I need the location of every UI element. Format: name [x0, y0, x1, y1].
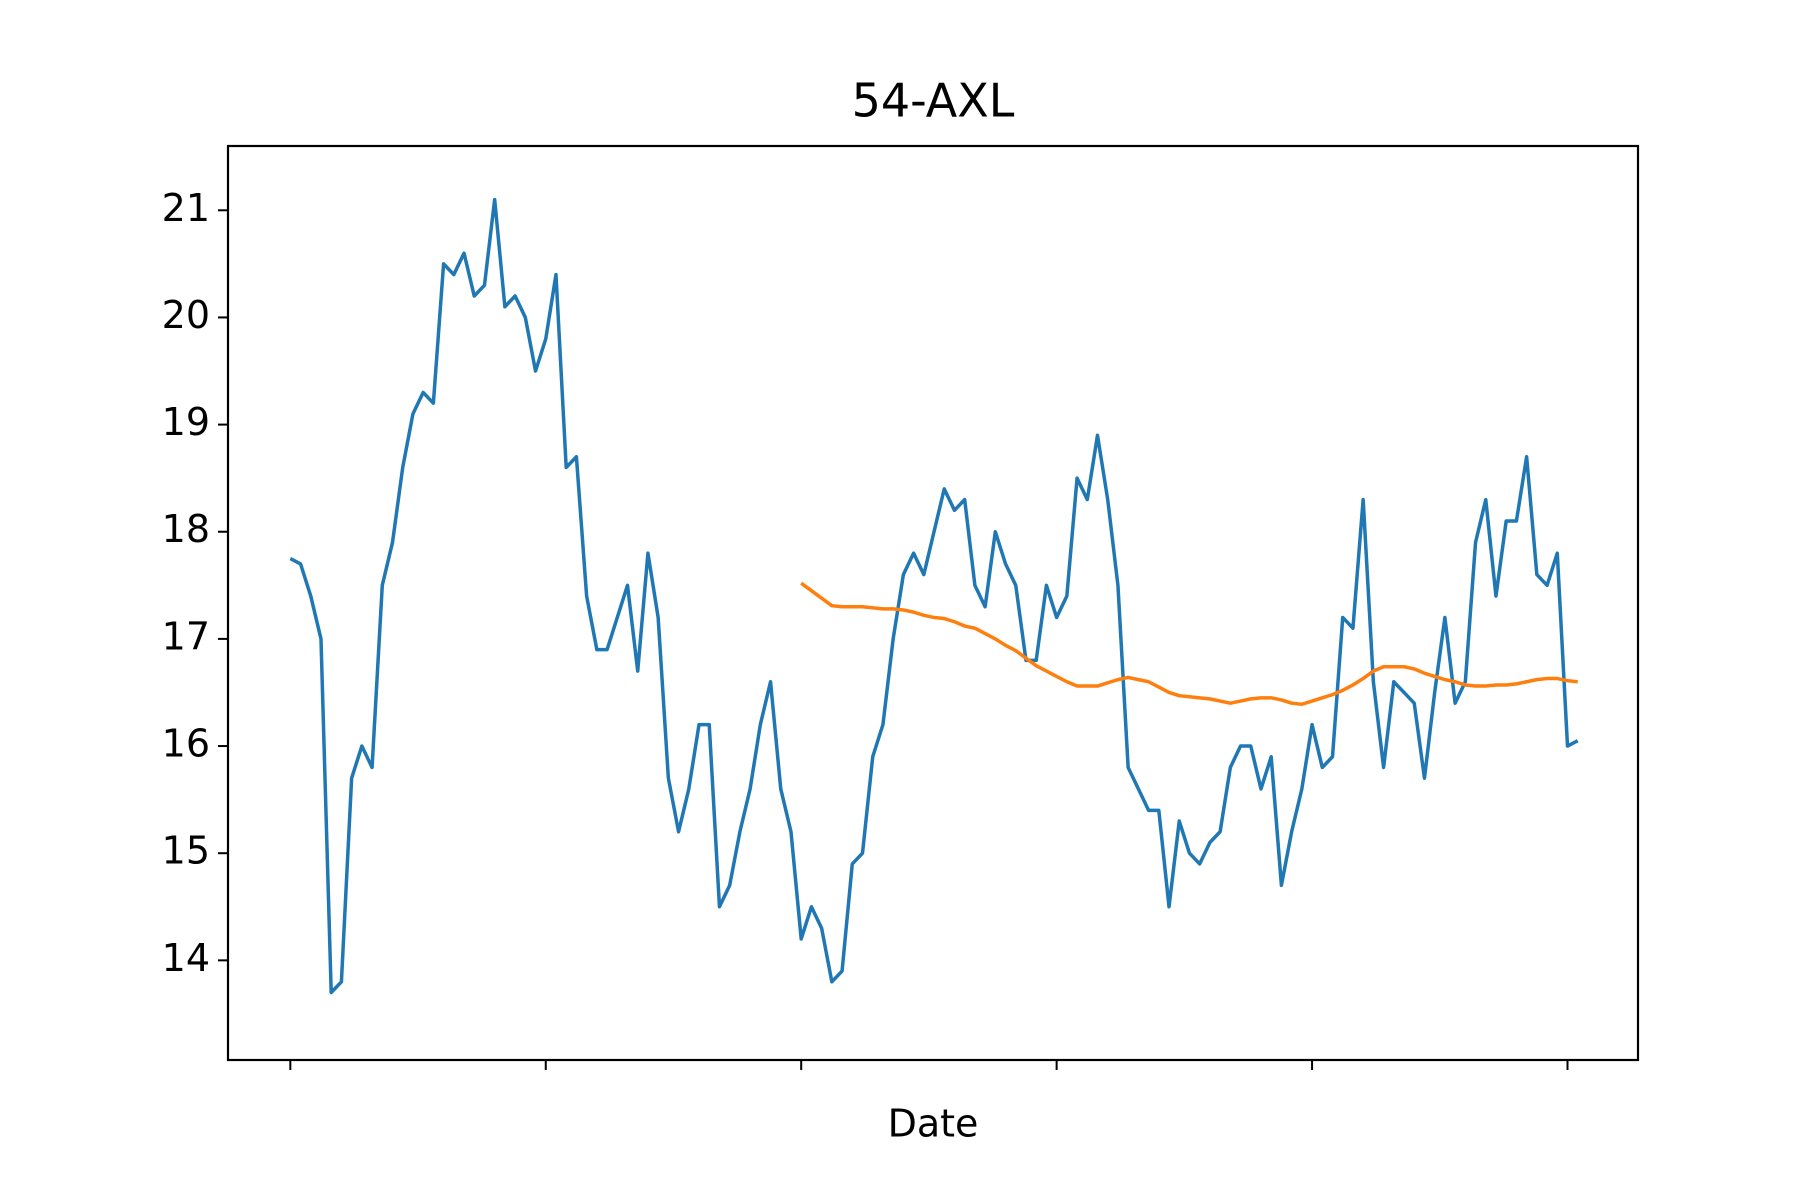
y-tick-label: 15: [162, 829, 210, 873]
y-tick-label: 20: [162, 293, 210, 337]
axes-frame: [226, 144, 1640, 1062]
y-tick-label: 21: [162, 186, 210, 230]
y-tick-label: 19: [162, 400, 210, 444]
y-tick-label: 16: [162, 722, 210, 766]
chart-title: 54-AXL: [852, 74, 1015, 128]
data-line: [289, 197, 1579, 995]
y-tick-label: 14: [162, 936, 210, 980]
x-axis-label: Date: [888, 1102, 979, 1146]
data-line: [800, 581, 1578, 707]
y-tick-label: 18: [162, 507, 210, 551]
y-tick-label: 17: [162, 614, 210, 658]
plot-area: [289, 197, 1579, 995]
